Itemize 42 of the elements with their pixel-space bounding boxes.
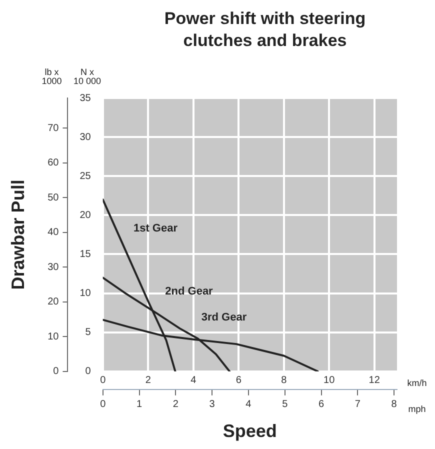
text: mph (408, 404, 426, 414)
x-tick-label: 12 (368, 375, 380, 386)
y2-tick-label: 0 (85, 366, 92, 378)
y2-tick-label: 15 (80, 248, 92, 260)
x-axis-title: Speed (222, 421, 277, 442)
x2-tick-label: 5 (282, 399, 288, 410)
x-tick-label: 6 (236, 375, 242, 386)
x2-tick-label: 7 (354, 399, 361, 410)
x-tick-label: 2 (145, 375, 152, 386)
text: N x 10 000 (74, 66, 102, 86)
x2-tick-label: 6 (318, 399, 324, 410)
y2-tick-label: 25 (80, 170, 92, 182)
x-tick-label: 0 (100, 375, 106, 386)
x2-tick-label: 0 (100, 399, 106, 410)
y-axis-title: Drawbar Pull (8, 180, 28, 290)
x-tick-label: 4 (190, 375, 197, 386)
x2-tick-label: 1 (136, 399, 142, 410)
y-tick-label: 0 (53, 366, 60, 378)
chart-title: Power shift with steering clutches and brakes (163, 8, 367, 52)
y2-tick-label: 5 (85, 327, 92, 338)
y-tick-label: 60 (48, 158, 60, 169)
x2-tick-label: 3 (209, 399, 216, 410)
series-label: 3rd Gear (201, 311, 248, 324)
y-tick-label: 70 (48, 122, 60, 134)
y2-tick-label: 30 (80, 132, 92, 143)
series-label: 2nd Gear (165, 286, 214, 298)
y-tick-label: 40 (48, 227, 60, 238)
y-tick-label: 10 (48, 331, 60, 342)
y-tick-label: 30 (48, 262, 60, 273)
x-tick-label: 10 (324, 375, 336, 386)
y-tick-label: 50 (48, 192, 60, 204)
y-tick-label: 20 (48, 296, 60, 308)
y2-tick-label: 20 (80, 210, 92, 221)
series-label: 1st Gear (133, 222, 178, 234)
x2-tick-label: 2 (172, 399, 179, 410)
text: lb x 1000 (42, 66, 62, 86)
x-tick-label: 8 (281, 375, 288, 386)
x2-tick-label: 8 (391, 399, 398, 410)
x2-tick-label: 4 (246, 399, 252, 410)
y2-tick-label: 10 (80, 288, 92, 300)
text: km/h (407, 378, 427, 388)
y2-tick-label: 35 (80, 92, 92, 104)
